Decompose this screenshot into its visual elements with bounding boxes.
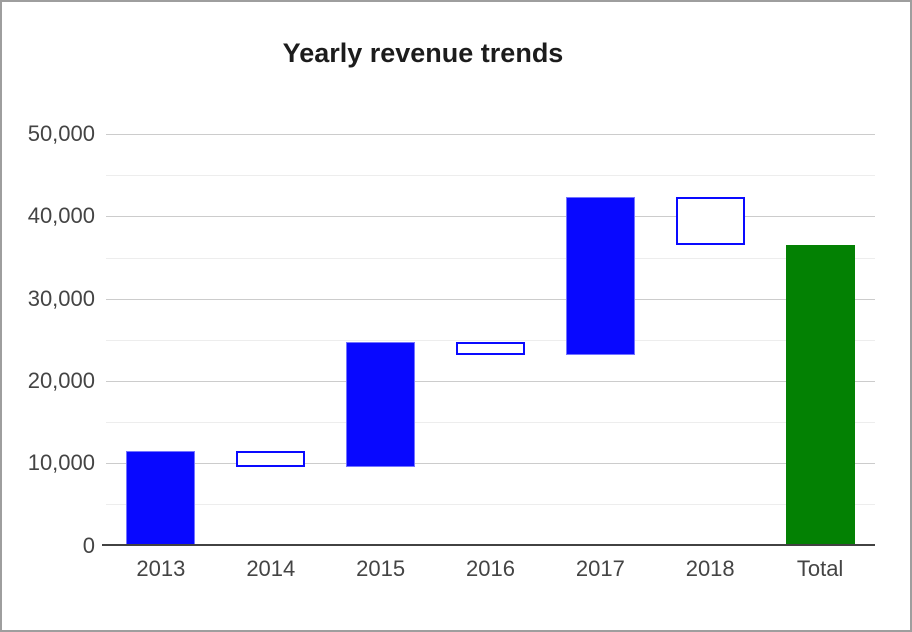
bar-2015[interactable] <box>346 342 416 468</box>
x-axis-line <box>102 544 875 546</box>
y-axis-tick-label: 0 <box>82 532 95 558</box>
bar-2014[interactable] <box>236 450 306 468</box>
y-axis-tick-label: 50,000 <box>27 121 95 146</box>
gridline-major <box>106 463 875 465</box>
x-axis-tick-label: 2017 <box>575 556 625 581</box>
x-axis-tick-label: 2014 <box>246 556 296 581</box>
gridline-major <box>106 134 875 135</box>
x-axis-tick-label: 2015 <box>356 556 406 581</box>
y-axis-tick-label: 30,000 <box>27 285 95 311</box>
gridline-minor <box>106 339 875 341</box>
gridline-major <box>106 216 875 218</box>
bar-2016[interactable] <box>456 342 525 356</box>
gridline-minor <box>106 257 875 259</box>
gridline-major <box>106 380 875 382</box>
gridline-minor <box>106 175 875 177</box>
gridline-minor <box>106 422 875 424</box>
bar-2017[interactable] <box>565 196 635 356</box>
bar-total[interactable] <box>785 245 855 546</box>
y-axis-tick-label: 20,000 <box>27 367 95 393</box>
bar-2013[interactable] <box>126 450 196 546</box>
y-axis-tick-label: 40,000 <box>27 203 95 229</box>
x-axis-tick-label: 2018 <box>685 556 735 581</box>
chart-title: Yearly revenue trends <box>282 38 564 68</box>
gridline-minor <box>106 504 875 506</box>
bar-2018[interactable] <box>675 196 745 246</box>
x-axis-tick-label: 2013 <box>136 556 186 581</box>
x-axis-tick-label: 2016 <box>466 556 515 581</box>
gridline-major <box>106 298 875 300</box>
y-axis-tick-label: 10,000 <box>27 450 95 476</box>
x-axis-tick-label: Total <box>796 556 844 581</box>
